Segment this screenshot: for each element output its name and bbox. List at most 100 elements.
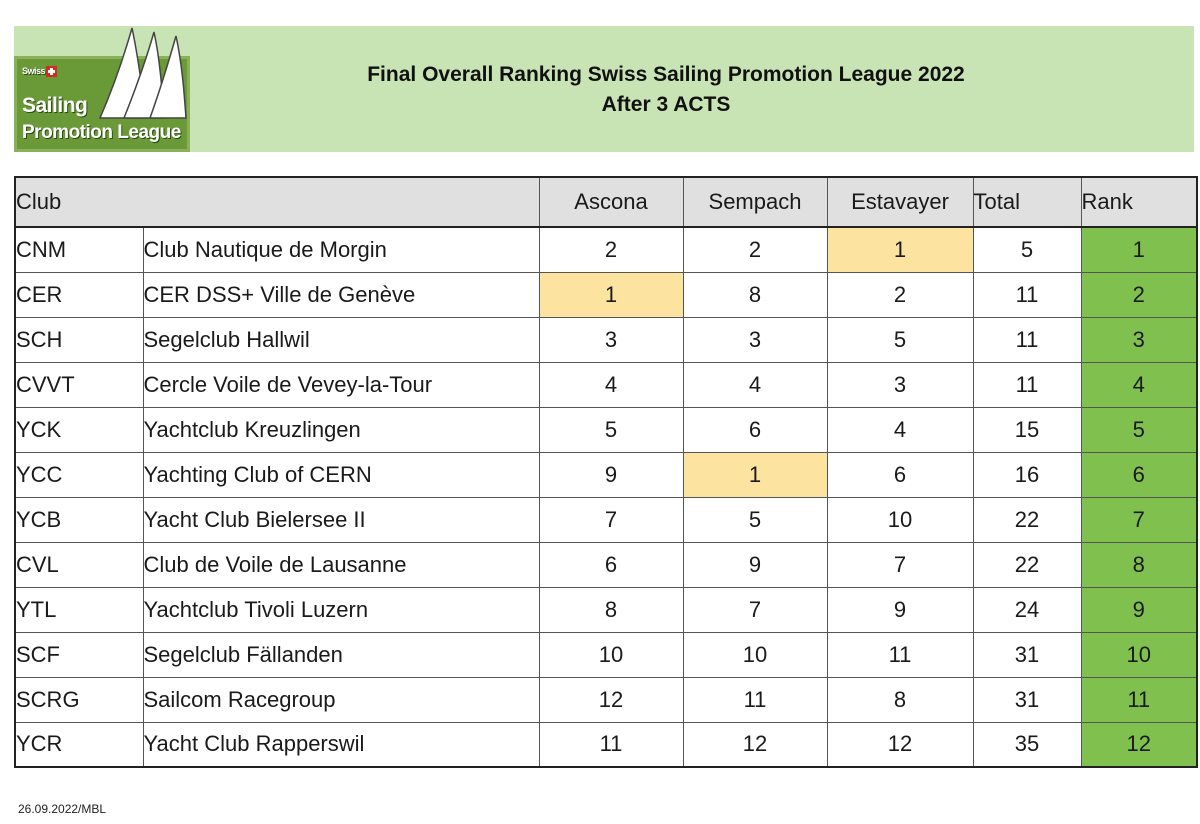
club-name: Yacht Club Rapperswil: [142, 721, 540, 768]
sempach-result: 10: [682, 631, 828, 678]
table-row: CVVT Cercle Voile de Vevey-la-Tour 4 4 3…: [14, 361, 1198, 408]
table-row: SCRG Sailcom Racegroup 12 11 8 31 11: [14, 676, 1198, 723]
total-points: 31: [972, 631, 1082, 678]
club-name: Club de Voile de Lausanne: [142, 541, 540, 588]
column-header-estavayer: Estavayer: [826, 176, 974, 228]
club-code: YCC: [14, 451, 144, 498]
sempach-result: 7: [682, 586, 828, 633]
sempach-result: 11: [682, 676, 828, 723]
ascona-result: 6: [538, 541, 684, 588]
table-row: SCF Segelclub Fällanden 10 10 11 31 10: [14, 631, 1198, 678]
estavayer-result: 2: [826, 271, 974, 318]
logo-text-sailing: Sailing: [22, 94, 88, 117]
club-name: Segelclub Fällanden: [142, 631, 540, 678]
table-row: CER CER DSS+ Ville de Genève 1 8 2 11 2: [14, 271, 1198, 318]
page-title: Final Overall Ranking Swiss Sailing Prom…: [196, 60, 1136, 120]
club-code: SCRG: [14, 676, 144, 723]
total-points: 22: [972, 541, 1082, 588]
total-points: 11: [972, 361, 1082, 408]
club-code: SCF: [14, 631, 144, 678]
club-name: Cercle Voile de Vevey-la-Tour: [142, 361, 540, 408]
column-header-total: Total: [972, 176, 1082, 228]
rank-value: 5: [1080, 406, 1198, 453]
estavayer-result: 9: [826, 586, 974, 633]
club-code: CNM: [14, 226, 144, 273]
ascona-result: 7: [538, 496, 684, 543]
total-points: 15: [972, 406, 1082, 453]
total-points: 16: [972, 451, 1082, 498]
club-name: Club Nautique de Morgin: [142, 226, 540, 273]
sempach-result: 8: [682, 271, 828, 318]
table-row: SCH Segelclub Hallwil 3 3 5 11 3: [14, 316, 1198, 363]
total-points: 35: [972, 721, 1082, 768]
ascona-result: 4: [538, 361, 684, 408]
ascona-result: 12: [538, 676, 684, 723]
table-row: YTL Yachtclub Tivoli Luzern 8 7 9 24 9: [14, 586, 1198, 633]
rank-value: 11: [1080, 676, 1198, 723]
sempach-result: 5: [682, 496, 828, 543]
rank-value: 8: [1080, 541, 1198, 588]
rank-value: 1: [1080, 226, 1198, 273]
sempach-result: 12: [682, 721, 828, 768]
column-header-ascona: Ascona: [538, 176, 684, 228]
rank-value: 3: [1080, 316, 1198, 363]
total-points: 22: [972, 496, 1082, 543]
rank-value: 12: [1080, 721, 1198, 768]
ascona-result: 3: [538, 316, 684, 363]
table-row: CNM Club Nautique de Morgin 2 2 1 5 1: [14, 226, 1198, 273]
club-code: YCK: [14, 406, 144, 453]
ranking-table: Club Ascona Sempach Estavayer Total Rank…: [14, 176, 1198, 768]
rank-value: 2: [1080, 271, 1198, 318]
footer-stamp: 26.09.2022/MBL: [18, 802, 107, 816]
estavayer-result: 12: [826, 721, 974, 768]
table-header-row: Club Ascona Sempach Estavayer Total Rank: [14, 176, 1198, 228]
club-name: Segelclub Hallwil: [142, 316, 540, 363]
total-points: 31: [972, 676, 1082, 723]
estavayer-result: 8: [826, 676, 974, 723]
table-row: YCB Yacht Club Bielersee II 7 5 10 22 7: [14, 496, 1198, 543]
table-row: YCK Yachtclub Kreuzlingen 5 6 4 15 5: [14, 406, 1198, 453]
ascona-result: 8: [538, 586, 684, 633]
estavayer-result: 6: [826, 451, 974, 498]
total-points: 11: [972, 316, 1082, 363]
estavayer-result: 5: [826, 316, 974, 363]
swiss-cross-icon: [46, 66, 57, 77]
club-code: CER: [14, 271, 144, 318]
club-code: CVVT: [14, 361, 144, 408]
rank-value: 6: [1080, 451, 1198, 498]
club-name: Yachting Club of CERN: [142, 451, 540, 498]
club-name: Yacht Club Bielersee II: [142, 496, 540, 543]
table-row: YCC Yachting Club of CERN 9 1 6 16 6: [14, 451, 1198, 498]
sempach-result: 2: [682, 226, 828, 273]
title-line-1: Final Overall Ranking Swiss Sailing Prom…: [367, 63, 965, 86]
ascona-result: 11: [538, 721, 684, 768]
estavayer-result: 4: [826, 406, 974, 453]
rank-value: 10: [1080, 631, 1198, 678]
club-code: YTL: [14, 586, 144, 633]
sempach-result: 3: [682, 316, 828, 363]
total-points: 5: [972, 226, 1082, 273]
estavayer-result: 7: [826, 541, 974, 588]
sempach-result: 1: [682, 451, 828, 498]
club-code: CVL: [14, 541, 144, 588]
estavayer-result: 3: [826, 361, 974, 408]
logo-text-promotion-league: Promotion League: [22, 122, 181, 143]
rank-value: 4: [1080, 361, 1198, 408]
rank-value: 7: [1080, 496, 1198, 543]
sails-icon: [98, 27, 187, 119]
table-row: CVL Club de Voile de Lausanne 6 9 7 22 8: [14, 541, 1198, 588]
sempach-result: 6: [682, 406, 828, 453]
sempach-result: 4: [682, 361, 828, 408]
ascona-result: 9: [538, 451, 684, 498]
ascona-result: 1: [538, 271, 684, 318]
total-points: 24: [972, 586, 1082, 633]
total-points: 11: [972, 271, 1082, 318]
club-name: Sailcom Racegroup: [142, 676, 540, 723]
sempach-result: 9: [682, 541, 828, 588]
club-name: Yachtclub Tivoli Luzern: [142, 586, 540, 633]
title-line-2: After 3 ACTS: [601, 93, 731, 116]
league-logo: Swiss Sailing Promotion League: [14, 26, 190, 152]
club-name: CER DSS+ Ville de Genève: [142, 271, 540, 318]
ascona-result: 10: [538, 631, 684, 678]
club-code: YCR: [14, 721, 144, 768]
